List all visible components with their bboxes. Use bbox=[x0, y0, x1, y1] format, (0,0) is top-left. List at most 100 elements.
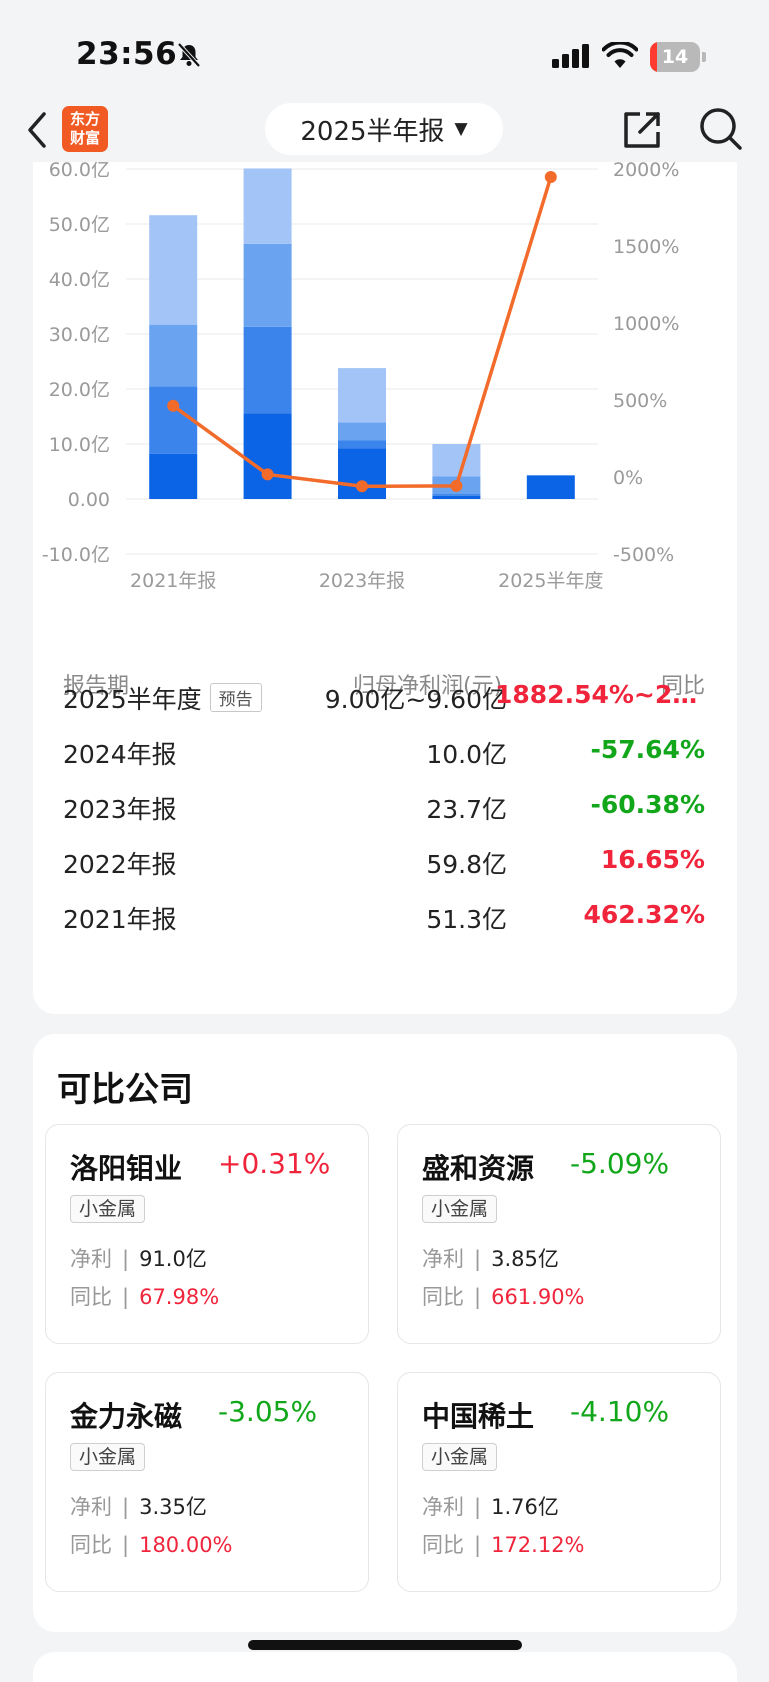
y-tick-right: 2000% bbox=[613, 162, 679, 181]
peer-name: 盛和资源 bbox=[422, 1152, 535, 1185]
peer-yoy-line: 同比 | 67.98% bbox=[70, 1285, 220, 1309]
row-yoy: 16.65% bbox=[600, 845, 705, 874]
share-icon[interactable] bbox=[620, 108, 664, 152]
y-tick-right: -500% bbox=[613, 544, 674, 566]
period-selector-label: 2025半年报 bbox=[300, 116, 445, 147]
peer-card-jinli[interactable]: 金力永磁 -3.05% 小金属 净利 | 3.35亿 同比 | 180.00% bbox=[45, 1372, 369, 1592]
header-yoy: 同比 bbox=[660, 674, 705, 699]
home-indicator[interactable] bbox=[248, 1640, 522, 1650]
table-row[interactable]: 2021年报 51.3亿 462.32% bbox=[63, 894, 735, 944]
search-icon[interactable] bbox=[698, 106, 744, 152]
yoy-point bbox=[167, 399, 180, 412]
row-net-profit: 59.8亿 bbox=[426, 850, 507, 879]
peer-card-luoyang[interactable]: 洛阳钼业 +0.31% 小金属 净利 | 91.0亿 同比 | 67.98% bbox=[45, 1124, 369, 1344]
yoy-point bbox=[356, 480, 368, 493]
net-label: 净利 bbox=[70, 1495, 112, 1519]
peer-change: -3.05% bbox=[218, 1395, 318, 1428]
peer-yoy-line: 同比 | 172.12% bbox=[422, 1533, 585, 1557]
net-label: 净利 bbox=[422, 1247, 464, 1271]
row-period: 2021年报 bbox=[63, 905, 177, 934]
peer-yoy: 661.90% bbox=[491, 1285, 585, 1309]
table-row[interactable]: 2022年报 59.8亿 16.65% bbox=[63, 839, 735, 889]
status-time: 23:56 bbox=[76, 36, 178, 72]
back-icon[interactable] bbox=[22, 108, 62, 152]
y-tick-left: 0.00 bbox=[68, 489, 110, 511]
industry-tag: 小金属 bbox=[70, 1443, 146, 1471]
net-label: 净利 bbox=[422, 1495, 464, 1519]
y-tick-left: 40.0亿 bbox=[49, 269, 110, 291]
bar-segment bbox=[149, 386, 198, 454]
bar-segment bbox=[243, 243, 292, 327]
y-tick-left: 10.0亿 bbox=[49, 434, 110, 456]
x-tick-label: 2025半年度 bbox=[498, 570, 603, 592]
peer-change: -5.09% bbox=[570, 1147, 670, 1180]
peer-yoy-line: 同比 | 661.90% bbox=[422, 1285, 585, 1309]
peer-card-shenghe[interactable]: 盛和资源 -5.09% 小金属 净利 | 3.85亿 同比 | 661.90% bbox=[397, 1124, 721, 1344]
peer-net-profit: 3.35亿 bbox=[139, 1495, 207, 1519]
net-profit-card: 60.0亿 50.0亿 40.0亿 30.0亿 20.0亿 10.0亿 0.00 -10.0亿… bbox=[33, 162, 737, 1014]
logo-line1: 东方 bbox=[69, 110, 100, 128]
y-tick-right: 1500% bbox=[613, 236, 679, 258]
row-net-profit: 9.00亿~9.60亿 bbox=[324, 685, 507, 714]
peer-net-profit-line: 净利 | 3.35亿 bbox=[70, 1495, 207, 1519]
row-period: 2023年报 bbox=[63, 795, 177, 824]
net-label: 净利 bbox=[70, 1247, 112, 1271]
peer-card-china-rare-earth[interactable]: 中国稀土 -4.10% 小金属 净利 | 1.76亿 同比 | 172.12% bbox=[397, 1372, 721, 1592]
y-tick-left: 60.0亿 bbox=[49, 162, 110, 181]
table-row[interactable]: 2024年报 10.0亿 -57.64% bbox=[63, 729, 735, 779]
bar-segment bbox=[243, 413, 292, 499]
peer-name: 中国稀土 bbox=[422, 1400, 535, 1433]
row-yoy: 1882.54%~2014.… bbox=[495, 680, 705, 709]
nav-bar: 东方 财富 2025半年报 ▼ bbox=[0, 98, 769, 162]
row-yoy: -60.38% bbox=[590, 790, 705, 819]
bar-segment bbox=[432, 495, 481, 499]
table-row[interactable]: 2023年报 23.7亿 -60.38% bbox=[63, 784, 735, 834]
peer-name: 洛阳钼业 bbox=[70, 1152, 183, 1185]
peer-net-profit-line: 净利 | 91.0亿 bbox=[70, 1247, 207, 1271]
yoy-point bbox=[450, 479, 463, 492]
peer-name: 金力永磁 bbox=[70, 1400, 183, 1433]
peer-net-profit: 1.76亿 bbox=[491, 1495, 559, 1519]
net-profit-chart: 60.0亿 50.0亿 40.0亿 30.0亿 20.0亿 10.0亿 0.00 -10.0亿… bbox=[42, 162, 680, 592]
peer-net-profit: 3.85亿 bbox=[491, 1247, 559, 1271]
next-card-peek bbox=[33, 1652, 737, 1682]
app-logo[interactable]: 东方 财富 bbox=[62, 106, 108, 152]
period-selector[interactable]: 2025半年报 ▼ bbox=[265, 103, 503, 155]
row-period: 2022年报 bbox=[63, 850, 177, 879]
peer-yoy-line: 同比 | 180.00% bbox=[70, 1533, 233, 1557]
x-tick-label: 2021年报 bbox=[130, 570, 216, 592]
yoy-point bbox=[544, 171, 557, 184]
peer-change: -4.10% bbox=[570, 1395, 670, 1428]
header-net-profit: 归母净利润(元) bbox=[353, 674, 503, 699]
wifi-icon bbox=[602, 42, 638, 68]
row-net-profit: 10.0亿 bbox=[426, 740, 507, 769]
yoy-point bbox=[261, 468, 274, 481]
y-tick-right: 500% bbox=[613, 390, 667, 412]
row-yoy: -57.64% bbox=[590, 735, 705, 764]
peer-yoy: 67.98% bbox=[139, 1285, 220, 1309]
row-period: 2024年报 bbox=[63, 740, 177, 769]
yoy-label: 同比 bbox=[422, 1533, 464, 1557]
peer-yoy: 180.00% bbox=[139, 1533, 233, 1557]
bar-segment bbox=[338, 440, 386, 449]
bar-segment bbox=[432, 494, 481, 496]
row-net-profit: 51.3亿 bbox=[426, 905, 507, 934]
row-net-profit: 23.7亿 bbox=[426, 795, 507, 824]
y-tick-right: 0% bbox=[613, 467, 643, 489]
peer-change: +0.31% bbox=[218, 1147, 331, 1180]
industry-tag: 小金属 bbox=[70, 1195, 146, 1223]
yoy-label: 同比 bbox=[70, 1285, 112, 1309]
battery-icon: 14 bbox=[650, 42, 706, 72]
y-tick-left: -10.0亿 bbox=[42, 544, 110, 566]
profit-table-header: 报告期 归母净利润(元) 同比 bbox=[63, 668, 735, 708]
section-title: 可比公司 bbox=[57, 1070, 193, 1110]
industry-tag: 小金属 bbox=[422, 1195, 498, 1223]
battery-fill bbox=[650, 42, 657, 72]
bar-segment bbox=[243, 326, 292, 414]
bar-segment bbox=[338, 368, 386, 423]
x-tick-label: 2023年报 bbox=[319, 570, 405, 592]
yoy-label: 同比 bbox=[70, 1533, 112, 1557]
header-period: 报告期 bbox=[63, 674, 130, 699]
bar-segment bbox=[243, 168, 292, 244]
